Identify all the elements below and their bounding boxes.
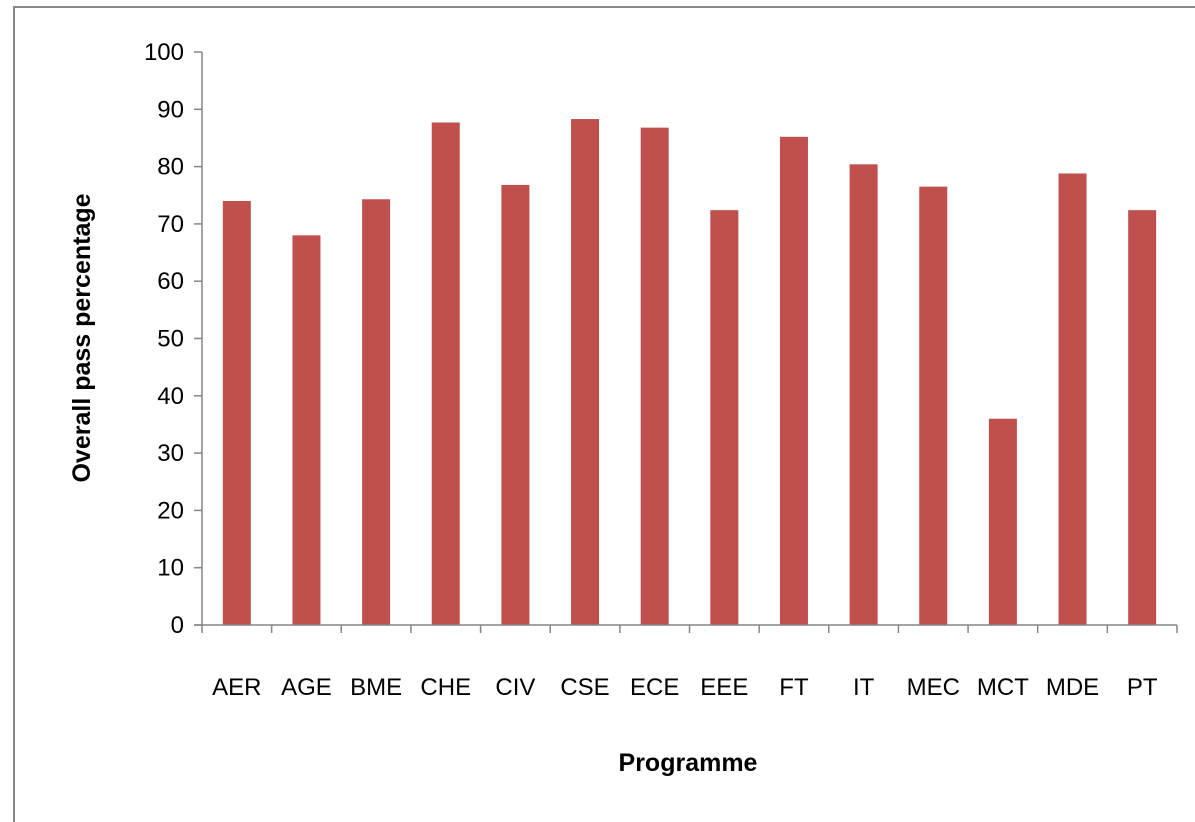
axes-group [194, 51, 1178, 633]
y-tick-label: 80 [157, 154, 184, 181]
y-tick-label: 0 [171, 612, 184, 639]
x-tick-labels: AER AGE BME CHE CIV CSE ECE EEE FT IT MEC MCT MDE PT [212, 674, 1158, 701]
y-tick-label: 10 [157, 555, 184, 582]
y-tick-labels: 0 10 20 30 40 50 60 70 80 90 100 [144, 39, 184, 639]
y-tick-label: 50 [157, 326, 184, 353]
bar-mct [988, 418, 1017, 625]
bar-che [431, 122, 460, 625]
x-tick-label: MCT [977, 674, 1029, 701]
x-tick-label: FT [779, 674, 809, 701]
bar-aer [222, 200, 251, 626]
x-tick-label: CHE [420, 674, 471, 701]
x-tick-label: PT [1127, 674, 1158, 701]
bar-civ [501, 184, 530, 625]
bar-age [292, 235, 321, 626]
x-tick-label: AGE [281, 674, 332, 701]
y-tick-label: 70 [157, 211, 184, 238]
x-tick-label: MEC [907, 674, 960, 701]
bar-cse [571, 119, 600, 625]
y-tick-label: 20 [157, 497, 184, 524]
bar-mde [1058, 173, 1087, 626]
bar-bme [362, 199, 391, 625]
x-tick-label: IT [853, 674, 875, 701]
bar-it [849, 164, 878, 625]
bar-eee [710, 210, 739, 625]
x-axis-title: Programme [619, 749, 758, 777]
bar-mec [919, 186, 948, 625]
x-tick-label: MDE [1046, 674, 1099, 701]
y-tick-label: 60 [157, 268, 184, 295]
x-tick-label: CIV [495, 674, 535, 701]
y-tick-label: 30 [157, 440, 184, 467]
x-tick-label: AER [212, 674, 261, 701]
x-tick-label: EEE [700, 674, 748, 701]
x-tick-label: BME [350, 674, 402, 701]
y-tick-label: 40 [157, 383, 184, 410]
bars-group [222, 119, 1157, 626]
x-tick-label: CSE [560, 674, 609, 701]
bar-pt [1128, 210, 1157, 625]
x-tick-label: ECE [630, 674, 679, 701]
y-axis-title: Overall pass percentage [68, 193, 96, 482]
chart-frame [13, 6, 1195, 822]
y-tick-label: 90 [157, 96, 184, 123]
bar-ece [640, 127, 669, 625]
bar-ft [779, 136, 808, 626]
y-tick-label: 100 [144, 39, 184, 66]
